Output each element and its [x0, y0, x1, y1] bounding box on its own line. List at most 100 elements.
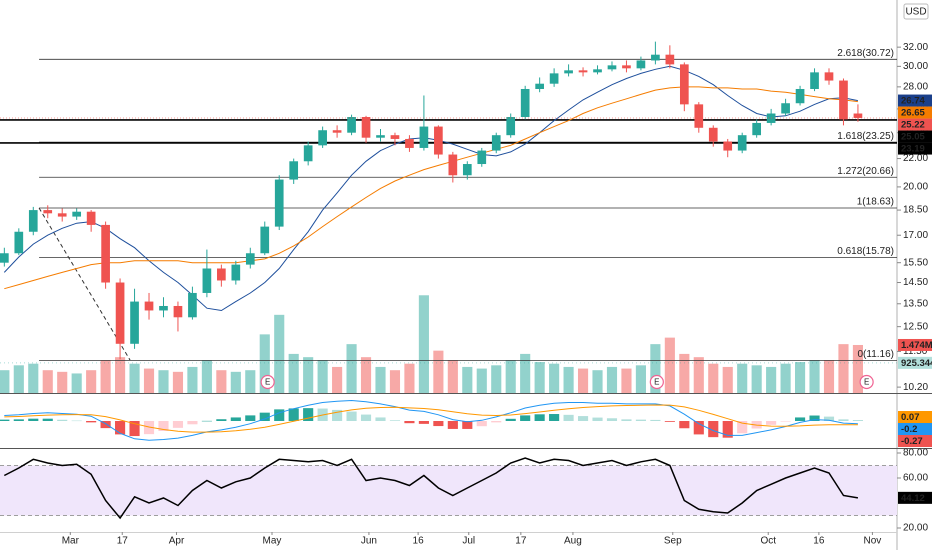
volume-bar — [563, 366, 574, 393]
y-tick-label: 20.00 — [903, 523, 928, 534]
y-tick-label: 11.50 — [903, 346, 928, 357]
macd-histogram — [433, 421, 444, 427]
volume-bar — [838, 344, 849, 393]
volume-bar — [606, 366, 618, 393]
macd-histogram — [71, 420, 82, 422]
volume-bar — [534, 362, 545, 393]
rsi-band — [0, 465, 897, 516]
price-label: -0.27 — [901, 436, 923, 447]
volume-bar — [447, 360, 458, 393]
volume-bar — [13, 365, 24, 393]
volume-bar — [823, 360, 835, 393]
price-label: 25.22 — [901, 120, 925, 131]
currency-box[interactable] — [903, 3, 929, 20]
price-label-box — [898, 94, 932, 107]
price-label-box — [898, 356, 932, 369]
volume-bar — [505, 360, 516, 393]
macd-histogram — [57, 419, 68, 421]
fib-label: 0.618(15.78) — [837, 246, 894, 257]
candle-body — [737, 135, 747, 151]
macd-histogram — [187, 421, 198, 425]
volume-bar — [0, 370, 10, 393]
volume-bar — [274, 314, 285, 393]
x-tick-label: Apr — [169, 536, 185, 547]
volume-bar — [780, 363, 791, 393]
y-tick-label: 15.50 — [903, 257, 928, 268]
macd-histogram — [259, 412, 270, 421]
candle-body — [636, 60, 646, 69]
macd-histogram — [505, 418, 516, 421]
candle-body — [651, 54, 660, 61]
candle-body — [448, 154, 458, 176]
candle-body — [810, 72, 819, 89]
price-label: 26.74 — [901, 96, 925, 107]
moving-average — [4, 86, 858, 290]
x-tick-label: Sep — [664, 536, 682, 547]
y-tick-label: 17.00 — [903, 230, 928, 241]
volume-bar — [737, 363, 748, 393]
candle-body — [781, 103, 790, 114]
candle-body — [361, 117, 371, 138]
fib-label: 1(18.63) — [857, 197, 894, 208]
volume-bar — [28, 363, 39, 393]
macd-line — [4, 399, 858, 441]
volume-bar — [476, 368, 487, 393]
candle-body — [144, 301, 154, 311]
volume-bar — [303, 357, 314, 393]
fib-label: 1.272(20.66) — [837, 166, 894, 177]
volume-bar — [143, 368, 155, 393]
macd-histogram — [245, 415, 256, 421]
volume-bar — [360, 357, 372, 393]
macd-histogram — [476, 421, 487, 427]
candle-body — [434, 126, 443, 155]
x-tick-label: Nov — [864, 536, 882, 547]
candle-body — [159, 305, 168, 311]
macd-histogram — [158, 421, 169, 431]
macd-histogram — [592, 417, 603, 421]
price-label-box — [898, 338, 932, 351]
volume-bar — [433, 350, 444, 393]
x-tick-label: Mar — [62, 536, 80, 547]
macd-histogram — [230, 417, 241, 421]
candle-body — [28, 210, 38, 232]
candle-body — [347, 117, 356, 133]
candle-body — [202, 268, 212, 293]
volume-bar — [418, 295, 429, 393]
candle-body — [520, 88, 530, 118]
earnings-marker — [649, 374, 664, 390]
macd-histogram — [577, 416, 589, 421]
x-tick-label: Aug — [564, 536, 582, 547]
macd-histogram — [201, 420, 212, 422]
volume-bar — [679, 353, 690, 393]
candle-body — [694, 104, 704, 128]
macd-histogram — [563, 414, 574, 421]
volume-bar — [71, 373, 82, 393]
volume-bar — [462, 366, 473, 393]
candle-body — [419, 126, 429, 148]
volume-bar — [852, 344, 864, 393]
price-label: 925.344K — [901, 358, 932, 369]
volume-bar — [549, 363, 560, 393]
macd-histogram — [549, 414, 560, 421]
macd-histogram — [606, 418, 618, 421]
candle-body — [578, 70, 588, 73]
volume-bar — [317, 360, 328, 393]
volume-bar — [100, 360, 111, 393]
candle-body — [376, 135, 385, 138]
y-tick-label: 30.00 — [903, 61, 928, 72]
price-label: 1.474M — [901, 340, 932, 351]
x-tick-label: 16 — [813, 536, 825, 547]
macd-histogram — [722, 421, 733, 438]
currency[interactable]: USD — [905, 7, 926, 18]
earnings-marker — [859, 374, 874, 390]
y-tick-label: 18.50 — [903, 205, 928, 216]
macd-histogram — [838, 419, 849, 421]
y-tick-label: 60.00 — [903, 473, 928, 484]
volume-bar — [389, 370, 401, 393]
x-tick-label: 17 — [515, 536, 527, 547]
price-label: 26.65 — [901, 108, 925, 119]
candle-body — [752, 122, 762, 136]
volume-bar — [158, 370, 169, 393]
candle-body — [303, 145, 313, 162]
